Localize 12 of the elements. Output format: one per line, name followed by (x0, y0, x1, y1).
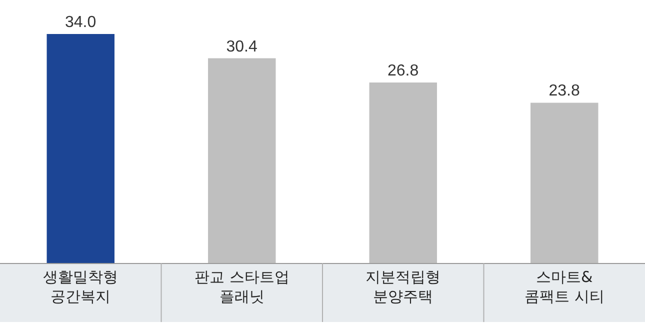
data-label: 30.4 (226, 38, 258, 56)
bar (46, 34, 114, 263)
x-tick-label: 스마트& 콤팩트 시티 (524, 268, 604, 306)
x-tick-label: 판교 스타트업 플래닛 (194, 268, 290, 306)
bar (369, 82, 437, 263)
data-label: 26.8 (388, 62, 419, 80)
x-tick-label: 지분적립형 분양주택 (366, 268, 441, 306)
data-label: 34.0 (65, 14, 96, 32)
bar (530, 102, 598, 263)
x-tick-label: 생활밀착형 공간복지 (43, 268, 118, 306)
bar (208, 58, 276, 263)
data-label: 23.8 (548, 82, 580, 100)
